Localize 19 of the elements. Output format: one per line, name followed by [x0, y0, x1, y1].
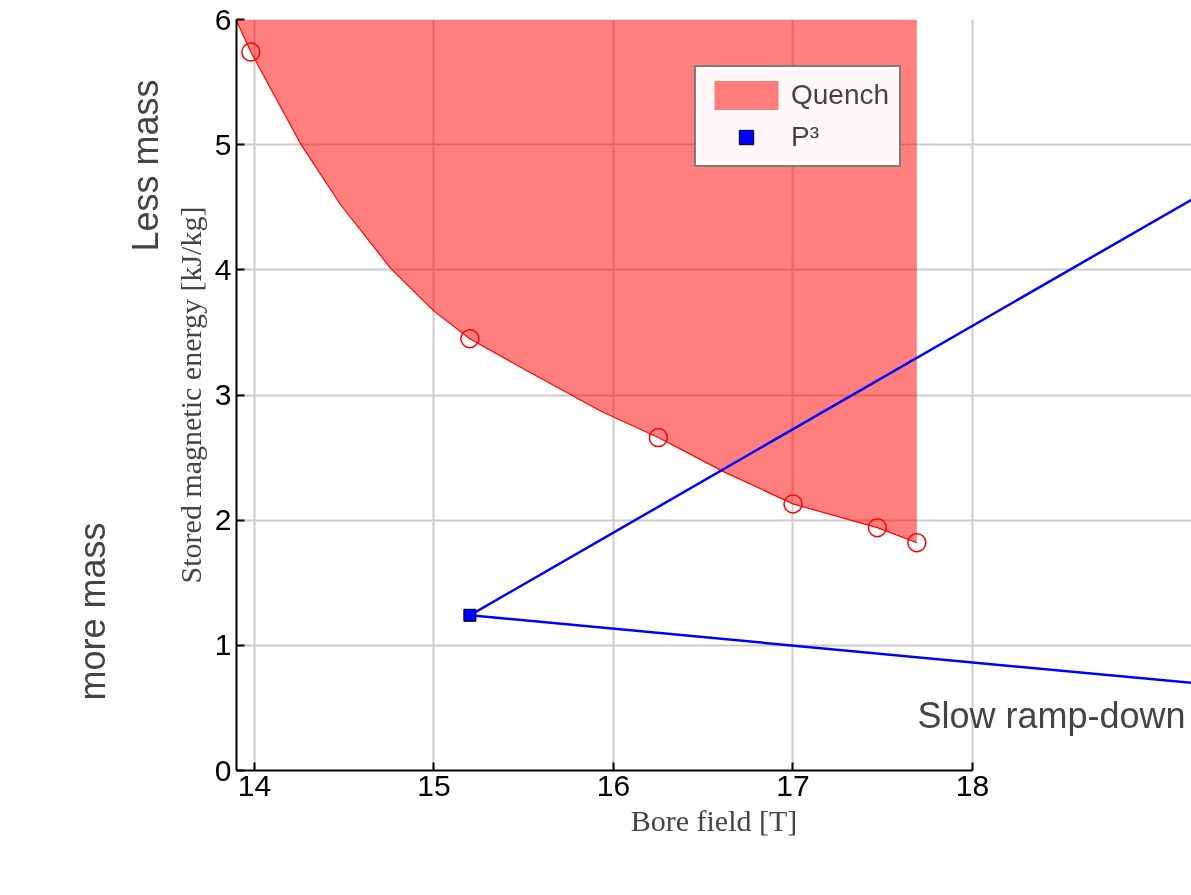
y-axis-title: Stored magnetic energy [kJ/kg] [173, 206, 207, 584]
y-tick-label: 3 [214, 378, 232, 411]
x-axis-title: Bore field [T] [630, 803, 798, 837]
y-tick-label: 6 [214, 2, 232, 36]
x-tick-label: 15 [417, 768, 451, 802]
text: Less mass [124, 79, 166, 252]
y-tick-label: 4 [214, 252, 232, 286]
x-tick-label: 18 [955, 768, 990, 802]
legend-label: P³ [790, 121, 819, 153]
y-tick-label: 0 [214, 753, 232, 787]
x-tick-label: 16 [596, 768, 631, 802]
legend-label: Quench [790, 79, 890, 111]
y-tick-label: 5 [214, 127, 232, 161]
x-tick-label: 14 [237, 768, 272, 802]
annotation: Slow ramp-down [917, 695, 1186, 737]
y-tick-label: 2 [214, 503, 232, 537]
y-tick-label: 1 [214, 628, 232, 662]
text: more mass [71, 522, 113, 701]
x-tick-label: 17 [776, 768, 810, 802]
